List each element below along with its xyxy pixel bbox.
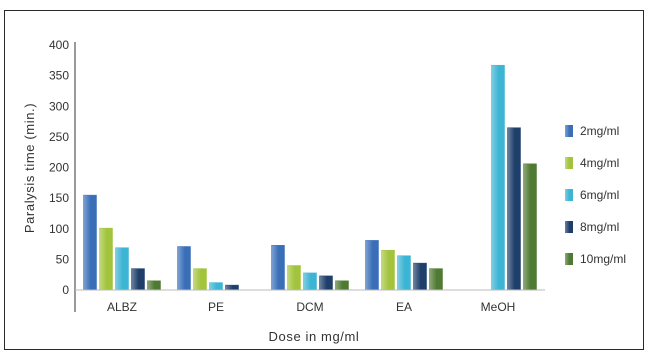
x-tick-label: MeOH	[481, 300, 516, 314]
bar-albz-8mg-ml	[131, 268, 145, 291]
legend-swatch	[565, 253, 573, 265]
bar-ea-4mg-ml	[381, 249, 395, 291]
x-tick-label: DCM	[296, 300, 323, 314]
x-tick-label: ALBZ	[107, 300, 137, 314]
bar-meoh-8mg-ml	[507, 127, 521, 291]
y-tick-label: 150	[49, 191, 69, 205]
bar-meoh-10mg-ml	[523, 163, 537, 291]
y-tick-label: 100	[49, 222, 69, 236]
bar-albz-2mg-ml	[83, 194, 97, 291]
bar-ea-2mg-ml	[365, 240, 379, 291]
legend-label: 2mg/ml	[580, 124, 619, 138]
legend-swatch	[565, 157, 573, 169]
y-tick-labels: 0 50 100 150 200 250 300 350 400	[49, 38, 69, 297]
bar-pe-2mg-ml	[177, 246, 191, 291]
legend-swatch	[565, 189, 573, 201]
legend-swatch	[565, 221, 573, 233]
bar-dcm-6mg-ml	[303, 272, 317, 291]
bars-layer	[83, 64, 537, 291]
bar-ea-8mg-ml	[413, 262, 427, 291]
x-tick-label: EA	[396, 300, 412, 314]
bar-ea-10mg-ml	[429, 268, 443, 291]
bar-ea-6mg-ml	[397, 255, 411, 291]
legend-label: 4mg/ml	[580, 156, 619, 170]
bar-albz-6mg-ml	[115, 247, 129, 291]
bar-meoh-6mg-ml	[491, 64, 505, 291]
y-tick-label: 350	[49, 69, 69, 83]
bar-albz-4mg-ml	[99, 227, 113, 291]
y-tick-label: 400	[49, 38, 69, 52]
bar-pe-4mg-ml	[193, 268, 207, 291]
x-tick-label: PE	[208, 300, 224, 314]
y-tick-label: 0	[62, 283, 69, 297]
legend-swatch	[565, 125, 573, 137]
bar-pe-8mg-ml	[225, 284, 239, 291]
legend-label: 6mg/ml	[580, 188, 619, 202]
legend-label: 10mg/ml	[580, 252, 626, 266]
y-tick-label: 200	[49, 161, 69, 175]
legend-label: 8mg/ml	[580, 220, 619, 234]
y-tick-label: 300	[49, 99, 69, 113]
axes-layer	[74, 42, 545, 312]
y-tick-label: 50	[56, 252, 70, 266]
x-axis-title: Dose in mg/ml	[269, 329, 360, 344]
bar-albz-10mg-ml	[147, 280, 161, 291]
bar-dcm-4mg-ml	[287, 265, 301, 291]
legend: 2mg/ml 4mg/ml 6mg/ml 8mg/ml 10mg/ml	[565, 124, 626, 266]
bar-pe-6mg-ml	[209, 282, 223, 291]
x-tick-labels: ALBZ PE DCM EA MeOH	[107, 300, 515, 314]
bar-dcm-10mg-ml	[335, 280, 349, 291]
bar-dcm-8mg-ml	[319, 275, 333, 291]
bar-dcm-2mg-ml	[271, 245, 285, 291]
y-axis-title: Paralysis time (min.)	[22, 103, 37, 233]
chart-frame	[4, 10, 644, 350]
y-tick-label: 250	[49, 130, 69, 144]
